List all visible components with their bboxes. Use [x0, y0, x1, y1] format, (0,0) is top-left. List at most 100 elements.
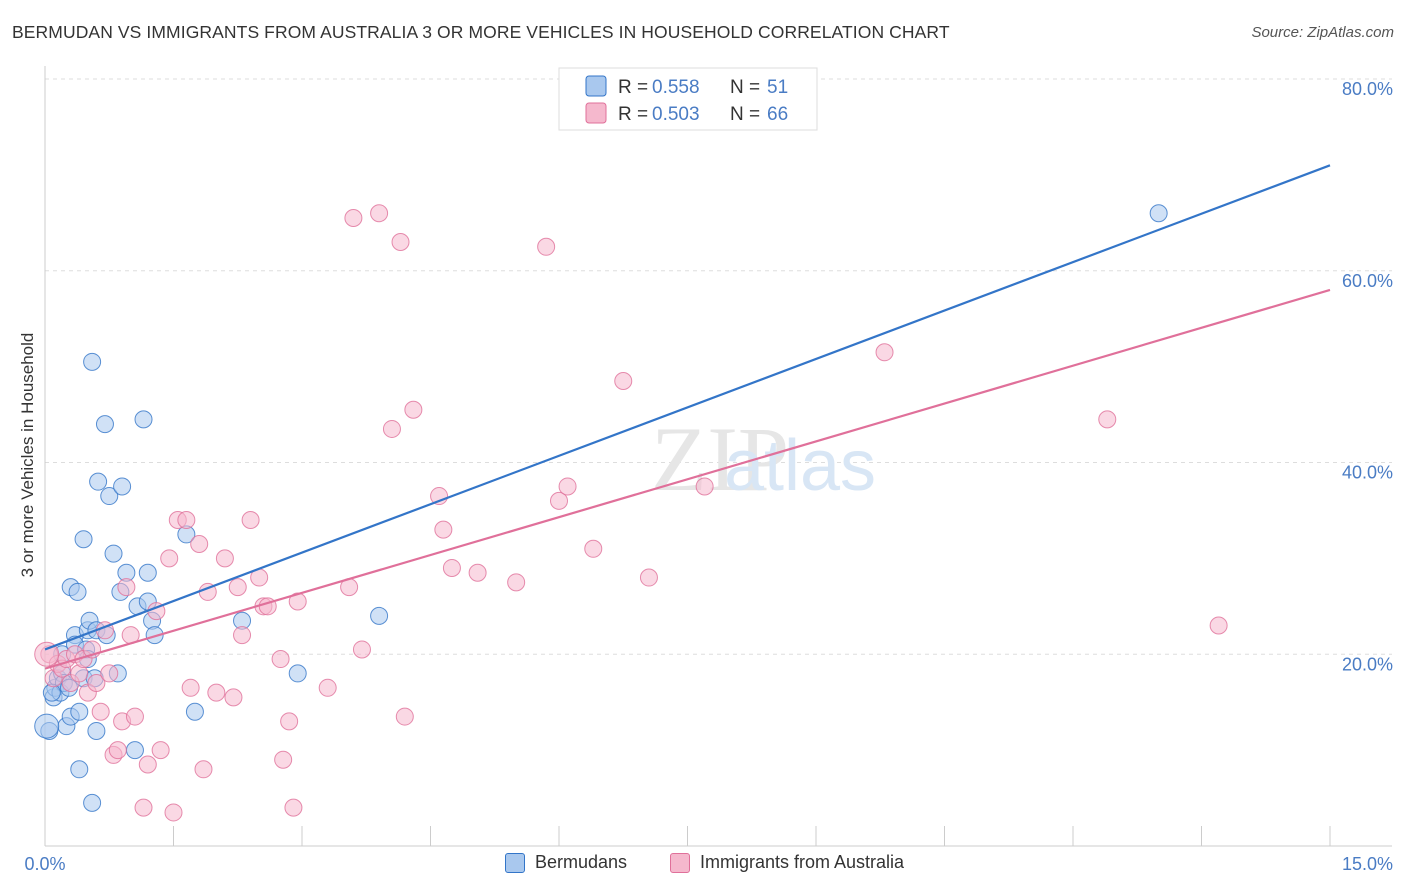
point-immigrants-australia — [391, 232, 410, 251]
point-bermudans — [70, 702, 89, 721]
point-immigrants-australia — [117, 578, 136, 597]
legend-item-immigrants-australia[interactable]: Immigrants from Australia — [670, 852, 904, 873]
point-immigrants-australia — [507, 573, 526, 592]
point-immigrants-australia — [224, 688, 243, 707]
point-immigrants-australia — [125, 707, 144, 726]
point-bermudans — [113, 477, 132, 496]
point-immigrants-australia — [177, 511, 196, 530]
stats-swatch-immigrants-australia — [585, 102, 607, 124]
trend-line-immigrants-australia — [44, 288, 1331, 670]
point-immigrants-australia — [695, 477, 714, 496]
point-bermudans — [288, 664, 307, 683]
bottom-legend: Bermudans Immigrants from Australia — [0, 852, 1406, 878]
trend-line-bermudans — [44, 164, 1331, 651]
legend-label-immigrants-australia: Immigrants from Australia — [700, 852, 905, 872]
legend-item-bermudans[interactable]: Bermudans — [505, 852, 627, 873]
stats-n-label: N = — [730, 77, 760, 98]
watermark-zip: ZIP — [651, 408, 789, 510]
point-immigrants-australia — [91, 702, 110, 721]
point-bermudans — [89, 472, 108, 491]
point-bermudans — [370, 606, 389, 625]
point-bermudans — [1149, 204, 1168, 223]
point-immigrants-australia — [100, 664, 119, 683]
point-immigrants-australia — [584, 539, 603, 558]
stats-legend: R = 0.558 N = 51 R = 0.503 N = 66 — [558, 67, 818, 131]
watermark-atlas: atlas — [724, 426, 876, 506]
stats-n-value: 51 — [767, 77, 788, 98]
point-immigrants-australia-large — [34, 641, 60, 667]
y-tick-label: 80.0% — [1342, 79, 1393, 99]
point-immigrants-australia — [160, 549, 179, 568]
y-tick-label: 60.0% — [1342, 271, 1393, 291]
point-bermudans — [68, 582, 87, 601]
point-immigrants-australia — [344, 209, 363, 228]
point-immigrants-australia — [370, 204, 389, 223]
point-immigrants-australia — [550, 491, 568, 510]
point-immigrants-australia — [215, 549, 234, 568]
point-immigrants-australia — [639, 568, 658, 587]
point-immigrants-australia — [134, 798, 153, 817]
point-immigrants-australia — [194, 760, 213, 779]
point-immigrants-australia — [434, 520, 453, 539]
y-tick-label: 20.0% — [1342, 654, 1393, 674]
source-label: Source: ZipAtlas.com — [1251, 24, 1394, 41]
point-bermudans — [104, 544, 123, 563]
point-immigrants-australia — [404, 400, 423, 419]
point-immigrants-australia — [1098, 410, 1117, 429]
stats-r-label: R = — [618, 104, 648, 125]
legend-swatch-immigrants-australia — [670, 852, 690, 873]
stats-swatch-bermudans — [585, 75, 607, 97]
point-immigrants-australia — [87, 674, 106, 693]
stats-n-value: 66 — [767, 104, 788, 125]
legend-swatch-bermudans — [505, 852, 525, 873]
point-immigrants-australia — [280, 712, 299, 731]
point-immigrants-australia — [468, 563, 487, 582]
point-immigrants-australia — [318, 678, 337, 697]
point-immigrants-australia — [241, 511, 260, 530]
point-immigrants-australia — [382, 419, 401, 438]
point-immigrants-australia — [151, 741, 170, 760]
point-immigrants-australia — [207, 683, 226, 702]
point-immigrants-australia — [233, 626, 252, 645]
point-bermudans — [100, 487, 119, 506]
point-bermudans — [83, 793, 102, 812]
point-immigrants-australia — [181, 678, 200, 697]
point-immigrants-australia — [108, 741, 127, 760]
point-bermudans — [134, 410, 153, 429]
point-immigrants-australia — [228, 578, 247, 597]
point-immigrants-australia — [271, 650, 290, 669]
point-immigrants-australia — [284, 798, 303, 817]
point-immigrants-australia — [1209, 616, 1228, 635]
stats-r-label: R = — [618, 77, 648, 98]
point-bermudans — [74, 530, 93, 549]
point-immigrants-australia — [190, 534, 209, 553]
x-tick-label: 0.0% — [24, 854, 65, 874]
point-bermudans-large — [34, 713, 60, 739]
point-immigrants-australia — [352, 640, 371, 659]
series-bermudans — [40, 204, 1168, 812]
x-tick-label: 15.0% — [1342, 854, 1393, 874]
point-bermudans — [185, 702, 204, 721]
point-bermudans — [95, 415, 114, 434]
y-tick-label: 40.0% — [1342, 463, 1393, 483]
point-bermudans — [145, 626, 164, 645]
point-immigrants-australia — [875, 343, 894, 362]
point-immigrants-australia — [442, 558, 461, 577]
point-bermudans — [138, 563, 157, 582]
point-immigrants-australia — [614, 372, 633, 391]
legend-label-bermudans: Bermudans — [535, 852, 628, 872]
point-immigrants-australia — [164, 803, 183, 822]
point-bermudans — [83, 352, 102, 371]
series-immigrants-australia — [40, 204, 1228, 822]
point-bermudans — [70, 760, 89, 779]
point-bermudans — [87, 721, 106, 740]
point-immigrants-australia — [138, 755, 157, 774]
point-immigrants-australia — [537, 237, 556, 256]
stats-n-label: N = — [730, 104, 760, 125]
point-bermudans — [125, 741, 144, 760]
stats-r-value: 0.558 — [652, 77, 700, 98]
point-immigrants-australia — [274, 750, 293, 769]
chart-title: BERMUDAN VS IMMIGRANTS FROM AUSTRALIA 3 … — [12, 22, 950, 42]
stats-r-value: 0.503 — [652, 104, 700, 125]
